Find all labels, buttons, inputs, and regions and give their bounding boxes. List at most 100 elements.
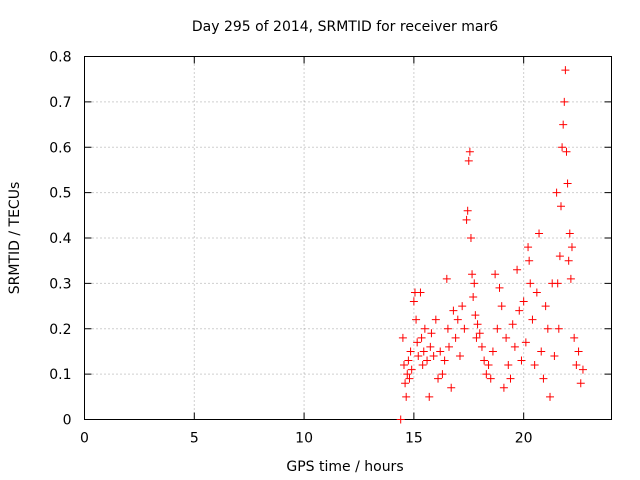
x-tick-labels: 0 5 10 15 20 bbox=[80, 431, 533, 447]
data-point bbox=[438, 370, 447, 379]
data-point bbox=[495, 283, 504, 292]
data-point bbox=[504, 361, 513, 370]
data-point bbox=[423, 356, 432, 365]
data-point bbox=[451, 333, 460, 342]
x-tick-label: 20 bbox=[515, 431, 533, 447]
data-point bbox=[528, 315, 537, 324]
data-point bbox=[572, 361, 581, 370]
data-point bbox=[578, 365, 587, 374]
data-point bbox=[541, 302, 550, 311]
data-point bbox=[418, 361, 427, 370]
data-point bbox=[570, 333, 579, 342]
data-point bbox=[517, 356, 526, 365]
data-point bbox=[574, 347, 583, 356]
data-point bbox=[510, 342, 519, 351]
data-point bbox=[480, 356, 489, 365]
data-point bbox=[398, 333, 407, 342]
data-point bbox=[436, 347, 445, 356]
data-point bbox=[434, 374, 443, 383]
y-tick-labels: 0 0.1 0.2 0.3 0.4 0.5 0.6 0.7 0.8 bbox=[49, 50, 71, 429]
data-point bbox=[453, 315, 462, 324]
data-point bbox=[553, 279, 562, 288]
y-tick-label: 0.1 bbox=[49, 367, 71, 383]
data-point bbox=[412, 315, 421, 324]
data-point bbox=[414, 351, 423, 360]
data-point bbox=[532, 288, 541, 297]
data-point bbox=[464, 156, 473, 165]
data-point bbox=[552, 188, 561, 197]
data-point bbox=[417, 333, 426, 342]
data-point bbox=[472, 333, 481, 342]
data-point bbox=[473, 320, 482, 329]
data-point bbox=[426, 342, 435, 351]
data-point bbox=[519, 297, 528, 306]
x-axis-label: GPS time / hours bbox=[286, 459, 403, 475]
data-point bbox=[475, 329, 484, 338]
data-point bbox=[463, 206, 472, 215]
data-point bbox=[403, 370, 412, 379]
data-point bbox=[515, 306, 524, 315]
data-point bbox=[407, 365, 416, 374]
data-point bbox=[413, 338, 422, 347]
data-point bbox=[486, 374, 495, 383]
data-point bbox=[556, 202, 565, 211]
data-point bbox=[559, 120, 568, 129]
data-point bbox=[493, 324, 502, 333]
axis-ticks bbox=[84, 56, 612, 420]
data-points bbox=[396, 66, 587, 424]
data-point bbox=[429, 351, 438, 360]
y-tick-label: 0.3 bbox=[49, 276, 71, 292]
data-point bbox=[420, 324, 429, 333]
data-point bbox=[506, 374, 515, 383]
data-point bbox=[405, 374, 414, 383]
data-point bbox=[416, 288, 425, 297]
data-point bbox=[406, 347, 415, 356]
data-point bbox=[563, 179, 572, 188]
chart-title: Day 295 of 2014, SRMTID for receiver mar… bbox=[192, 19, 498, 35]
data-point bbox=[524, 243, 533, 252]
data-point bbox=[427, 329, 436, 338]
data-point bbox=[561, 66, 570, 75]
data-point bbox=[543, 324, 552, 333]
data-point bbox=[466, 234, 475, 242]
data-point bbox=[471, 311, 480, 320]
data-point bbox=[455, 351, 464, 360]
data-point bbox=[566, 274, 575, 283]
data-point bbox=[555, 252, 564, 261]
data-point bbox=[399, 361, 408, 370]
y-tick-label: 0.7 bbox=[49, 95, 71, 111]
data-point bbox=[502, 333, 511, 342]
data-point bbox=[431, 315, 440, 324]
data-point bbox=[576, 379, 585, 388]
x-tick-label: 0 bbox=[80, 431, 89, 447]
data-point bbox=[537, 347, 546, 356]
data-point bbox=[499, 383, 508, 392]
y-tick-label: 0 bbox=[63, 413, 72, 429]
y-tick-label: 0.6 bbox=[49, 140, 71, 156]
data-point bbox=[546, 392, 555, 401]
data-point bbox=[526, 279, 535, 288]
y-axis-label: SRMTID / TECUs bbox=[7, 182, 23, 295]
data-point bbox=[470, 279, 479, 288]
data-point bbox=[469, 292, 478, 301]
data-point bbox=[564, 256, 573, 265]
data-point bbox=[477, 342, 486, 351]
data-point bbox=[443, 324, 452, 333]
y-tick-label: 0.2 bbox=[49, 322, 71, 338]
data-point bbox=[396, 415, 405, 424]
x-tick-label: 5 bbox=[190, 431, 199, 447]
data-point bbox=[404, 356, 413, 365]
data-point bbox=[513, 265, 522, 274]
data-point bbox=[530, 361, 539, 370]
data-point bbox=[525, 256, 534, 265]
data-point bbox=[440, 356, 449, 365]
data-point bbox=[554, 324, 563, 333]
data-point bbox=[539, 374, 548, 383]
data-point bbox=[465, 147, 474, 156]
data-point bbox=[425, 392, 434, 401]
data-point bbox=[491, 270, 500, 279]
data-point bbox=[419, 347, 428, 356]
data-point bbox=[560, 97, 569, 106]
y-tick-label: 0.5 bbox=[49, 186, 71, 202]
